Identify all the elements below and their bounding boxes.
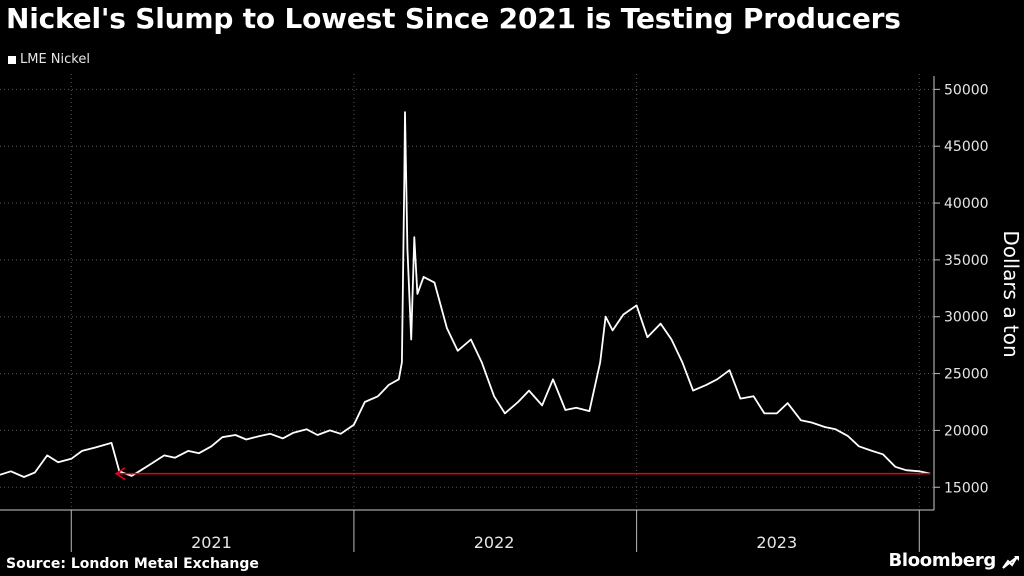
y-tick-label-30000: 30000 — [944, 310, 989, 326]
bloomberg-logo-icon — [1002, 556, 1019, 569]
source-note: Source: London Metal Exchange — [6, 556, 259, 572]
y-tick-label-15000: 15000 — [944, 480, 989, 496]
x-tick-label-2022: 2022 — [474, 533, 515, 552]
x-tick-label-2023: 2023 — [756, 533, 797, 552]
annotation-arrow-head — [114, 466, 126, 481]
y-tick-label-35000: 35000 — [944, 253, 989, 269]
y-axis-label: Dollars a ton — [999, 230, 1023, 357]
y-tick-label-50000: 50000 — [944, 82, 989, 98]
y-tick-label-20000: 20000 — [944, 423, 989, 439]
x-tick-label-2021: 2021 — [191, 533, 232, 552]
legend-label-lme-nickel: LME Nickel — [20, 52, 90, 67]
y-tick-label-40000: 40000 — [944, 196, 989, 212]
brand-wordmark: Bloomberg — [888, 550, 996, 571]
legend-swatch-lme-nickel — [8, 55, 16, 64]
chart-title: Nickel's Slump to Lowest Since 2021 is T… — [6, 2, 901, 35]
y-tick-label-45000: 45000 — [944, 139, 989, 155]
y-tick-label-25000: 25000 — [944, 367, 989, 383]
series-line-lme-nickel — [0, 111, 931, 478]
legend: LME Nickel — [8, 52, 90, 67]
